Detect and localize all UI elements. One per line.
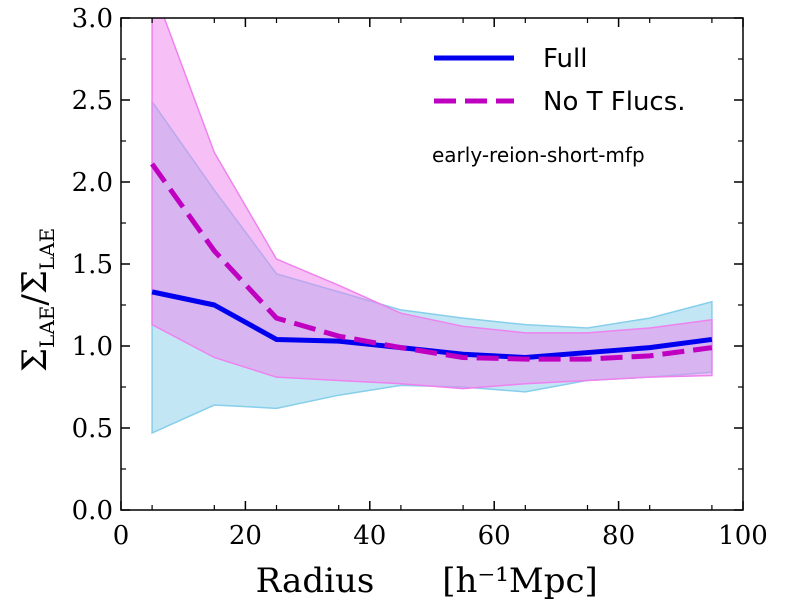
y-tick-label: 1.5 [72,250,113,280]
svg-text:ΣLAE/Σ̄LAE: ΣLAE/Σ̄LAE [15,228,59,372]
band-no-t-flucs [151,18,713,390]
axis-ticks: 0 20 40 60 80 100 0.0 0.5 1.0 1.5 2.0 2.5 3.0 [72,4,768,551]
x-tick-label: 80 [602,521,635,551]
confidence-bands [151,18,713,435]
y-label-sub1: LAE [35,306,59,348]
x-tick-label: 100 [718,521,768,551]
y-label-slash: / [15,294,55,306]
x-tick-label: 40 [353,521,386,551]
y-label-sigma: Σ [15,348,55,372]
legend-label-full: Full [543,44,587,74]
y-tick-label: 1.0 [72,332,113,362]
y-tick-label: 2.5 [72,86,113,116]
legend: Full No T Flucs. [434,44,686,117]
series-lines [150,162,713,362]
y-label-sigma-bar: Σ̄ [15,270,55,294]
y-axis-title: ΣLAE/Σ̄LAE [15,228,59,372]
y-tick-label: 0.5 [72,414,113,444]
x-tick-label: 0 [113,521,130,551]
legend-label-no-t-flucs: No T Flucs. [543,87,686,117]
x-tick-label: 60 [478,521,511,551]
x-tick-label: 20 [229,521,262,551]
y-tick-label: 2.0 [72,168,113,198]
y-label-sub2: LAE [35,228,59,270]
x-axis-title: Radius [256,561,375,600]
y-tick-label: 0.0 [72,496,113,526]
x-axis-unit: [h⁻¹Mpc] [442,561,598,600]
model-annotation: early-reion-short-mfp [432,143,645,167]
line-no-t-flucs [150,162,713,362]
y-tick-label: 3.0 [72,4,113,34]
